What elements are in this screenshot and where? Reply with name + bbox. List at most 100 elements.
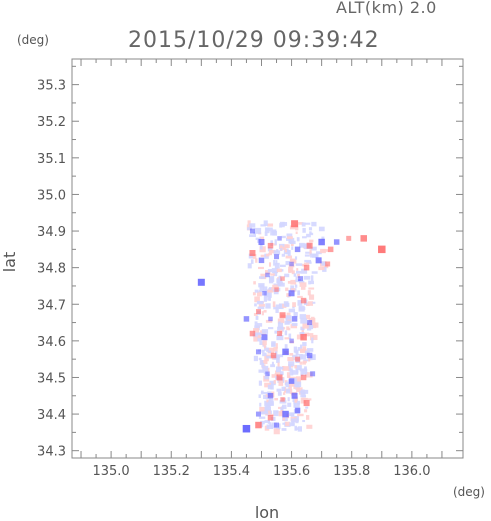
data-point bbox=[288, 378, 295, 384]
cloud-speck bbox=[295, 276, 298, 280]
y-tick-label: 34.4 bbox=[37, 408, 66, 423]
x-axis-ticks: 135.0 135.2 135.4 135.6 135.8 136.0 bbox=[80, 59, 443, 479]
data-point bbox=[327, 246, 334, 253]
cloud-speck bbox=[247, 263, 252, 269]
y-tick-label: 34.9 bbox=[37, 225, 66, 240]
cloud-speck bbox=[302, 346, 307, 350]
cloud-speck bbox=[279, 223, 283, 228]
cloud-speck bbox=[311, 271, 318, 274]
cloud-speck bbox=[290, 279, 297, 285]
cloud-speck bbox=[298, 305, 305, 312]
cloud-speck bbox=[263, 395, 267, 400]
cloud-speck bbox=[308, 356, 311, 362]
cloud-speck bbox=[258, 276, 265, 279]
cloud-speck bbox=[297, 222, 304, 225]
cloud-speck bbox=[297, 300, 303, 306]
cloud-speck bbox=[293, 312, 298, 317]
cloud-speck bbox=[291, 370, 299, 375]
cloud-speck bbox=[292, 306, 295, 309]
cloud-speck bbox=[304, 254, 310, 257]
cloud-speck bbox=[259, 236, 265, 241]
cloud-speck bbox=[303, 262, 310, 266]
cloud-speck bbox=[258, 369, 265, 373]
cloud-speck bbox=[280, 248, 283, 251]
cloud-speck bbox=[301, 328, 304, 334]
cloud-speck bbox=[256, 300, 264, 305]
cloud-speck bbox=[268, 262, 272, 267]
cloud-speck bbox=[265, 396, 268, 400]
cloud-speck bbox=[264, 375, 270, 380]
cloud-speck bbox=[304, 259, 312, 263]
cloud-speck bbox=[302, 322, 310, 329]
cloud-speck bbox=[310, 275, 314, 281]
x-tick-label: 135.8 bbox=[333, 464, 370, 479]
cloud-speck bbox=[295, 349, 299, 355]
y-axis-label: lat bbox=[0, 252, 19, 273]
cloud-speck bbox=[254, 321, 258, 327]
cloud-speck bbox=[300, 348, 307, 352]
cloud-speck bbox=[299, 390, 303, 393]
cloud-speck bbox=[269, 249, 276, 254]
cloud-speck bbox=[277, 406, 282, 409]
data-point bbox=[289, 338, 294, 344]
cloud-speck bbox=[289, 353, 294, 356]
cloud-speck bbox=[256, 332, 262, 336]
x-axis-label: lon bbox=[255, 503, 279, 521]
cloud-speck bbox=[285, 421, 291, 427]
cloud-speck bbox=[292, 354, 298, 361]
cloud-speck bbox=[260, 420, 265, 425]
cloud-speck bbox=[273, 347, 278, 352]
cloud-speck bbox=[256, 291, 262, 297]
cloud-speck bbox=[310, 253, 318, 258]
cloud-speck bbox=[276, 410, 279, 414]
cloud-speck bbox=[288, 333, 292, 340]
cloud-speck bbox=[312, 301, 316, 304]
cloud-speck bbox=[302, 360, 307, 364]
cloud-speck bbox=[269, 422, 272, 427]
data-point bbox=[280, 397, 285, 402]
cloud-speck bbox=[273, 259, 276, 266]
cloud-speck bbox=[259, 243, 263, 250]
x-axis-unit: (deg) bbox=[453, 485, 485, 499]
cloud-speck bbox=[279, 246, 286, 250]
cloud-speck bbox=[288, 386, 292, 390]
y-tick-label: 34.8 bbox=[37, 262, 66, 277]
cloud-speck bbox=[278, 282, 285, 287]
cloud-speck bbox=[288, 361, 295, 367]
cloud-speck bbox=[274, 330, 278, 334]
cloud-speck bbox=[268, 252, 272, 256]
cloud-speck bbox=[306, 348, 314, 352]
cloud-speck bbox=[299, 282, 307, 287]
cloud-speck bbox=[289, 225, 297, 230]
cloud-speck bbox=[305, 398, 312, 401]
cloud-speck bbox=[307, 301, 314, 306]
cloud-speck bbox=[257, 336, 262, 342]
cloud-speck bbox=[281, 269, 284, 272]
cloud-speck bbox=[268, 277, 274, 284]
cloud-speck bbox=[293, 385, 296, 390]
cloud-speck bbox=[305, 314, 311, 320]
cloud-speck bbox=[286, 236, 293, 240]
cloud-speck bbox=[275, 307, 279, 313]
cloud-speck bbox=[261, 311, 264, 316]
data-point bbox=[255, 421, 262, 429]
cloud-speck bbox=[295, 263, 303, 266]
cloud-speck bbox=[310, 246, 317, 251]
cloud-speck bbox=[299, 344, 303, 348]
cloud-speck bbox=[277, 362, 280, 369]
data-point bbox=[267, 242, 274, 249]
cloud-speck bbox=[294, 381, 302, 387]
cloud-speck bbox=[290, 412, 295, 417]
cloud-speck bbox=[300, 392, 306, 398]
cloud-speck bbox=[275, 370, 281, 375]
y-tick-label: 35.1 bbox=[37, 152, 66, 167]
data-point bbox=[261, 334, 268, 341]
cloud-speck bbox=[299, 361, 303, 365]
cloud-speck bbox=[268, 398, 272, 404]
cloud-speck bbox=[268, 327, 274, 330]
cloud-speck bbox=[263, 309, 267, 313]
y-tick-label: 35.3 bbox=[37, 79, 66, 94]
cloud-speck bbox=[310, 280, 314, 285]
cloud-speck bbox=[264, 410, 268, 413]
data-point bbox=[294, 246, 301, 253]
